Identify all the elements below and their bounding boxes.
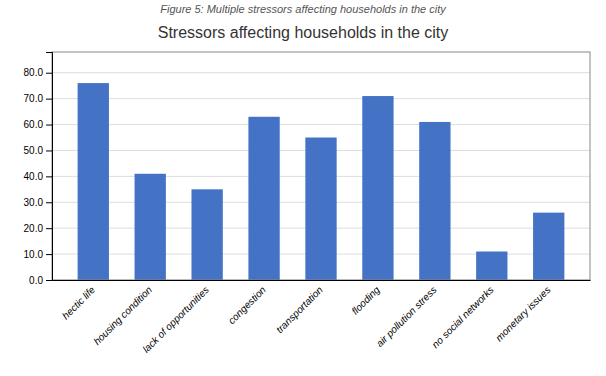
x-tick: lack of opportunities <box>140 284 211 355</box>
x-tick: monetary issues <box>493 284 552 343</box>
x-tick: no social networks <box>430 284 496 350</box>
axis-line <box>46 53 53 281</box>
tick-label: 70.0 <box>24 93 44 104</box>
tick-label: flooding <box>349 284 382 317</box>
grid-line <box>52 124 590 125</box>
tick-mark <box>46 99 52 100</box>
tick-label: air pollution stress <box>374 284 439 349</box>
bar <box>305 138 336 281</box>
tick-label: 40.0 <box>24 171 44 182</box>
x-tick: housing condition <box>91 284 154 347</box>
chart: Figure 5: Multiple stressors affecting h… <box>0 0 606 376</box>
tick-label: no social networks <box>430 284 496 350</box>
bars <box>78 83 565 280</box>
tick-mark <box>46 125 52 126</box>
y-tick: 20.0 <box>24 223 52 234</box>
bar <box>362 96 393 280</box>
tick-mark <box>46 202 52 203</box>
x-tick: transportation <box>274 284 325 335</box>
plot-frame <box>52 52 590 280</box>
y-tick: 30.0 <box>24 197 52 208</box>
y-tick: 0.0 <box>29 275 52 286</box>
y-tick: 70.0 <box>24 93 52 104</box>
grid-line <box>52 98 590 99</box>
bar <box>419 122 450 280</box>
tick-label: transportation <box>274 284 325 335</box>
bar <box>191 189 222 280</box>
tick-label: hectic life <box>60 284 98 322</box>
tick-label: 50.0 <box>24 145 44 156</box>
tick-label: congestion <box>226 284 268 326</box>
tick-label: monetary issues <box>493 284 552 343</box>
tick-label: 20.0 <box>24 223 44 234</box>
grid-line <box>52 72 590 73</box>
y-axis: 0.0 10.0 20.0 30.0 40.0 50.0 60.0 70.0 80.0 <box>24 53 53 286</box>
bar <box>135 174 166 280</box>
tick-label: 0.0 <box>29 275 43 286</box>
grid <box>52 73 590 280</box>
tick-label: housing condition <box>91 284 154 347</box>
plot: 0.0 10.0 20.0 30.0 40.0 50.0 60.0 70.0 80.0 hecti… <box>24 52 591 355</box>
bar <box>78 83 109 280</box>
tick-mark <box>46 280 52 281</box>
axis-line <box>53 280 591 281</box>
bar <box>248 117 279 280</box>
tick-label: 80.0 <box>24 67 44 78</box>
tick-mark <box>46 73 52 74</box>
tick-mark <box>46 150 52 151</box>
x-tick: hectic life <box>60 284 98 322</box>
tick-mark <box>46 176 52 177</box>
tick-mark <box>46 228 52 229</box>
bar <box>476 252 507 281</box>
x-tick: flooding <box>349 284 382 317</box>
figure-label: Figure 5: Multiple stressors affecting h… <box>160 3 447 15</box>
x-tick: air pollution stress <box>374 284 439 349</box>
x-tick: congestion <box>226 284 268 326</box>
y-tick: 10.0 <box>24 249 52 260</box>
bar <box>533 213 564 280</box>
y-tick: 50.0 <box>24 145 52 156</box>
x-axis: hectic lifehousing conditionlack of oppo… <box>53 281 591 355</box>
tick-mark <box>46 254 52 255</box>
title: Stressors affecting households in the ci… <box>158 24 449 41</box>
y-tick: 40.0 <box>24 171 52 182</box>
tick-label: 30.0 <box>24 197 44 208</box>
y-tick: 60.0 <box>24 119 52 130</box>
y-tick: 80.0 <box>24 67 52 78</box>
tick-label: 60.0 <box>24 119 44 130</box>
tick-label: 10.0 <box>24 249 44 260</box>
tick-label: lack of opportunities <box>140 284 211 355</box>
